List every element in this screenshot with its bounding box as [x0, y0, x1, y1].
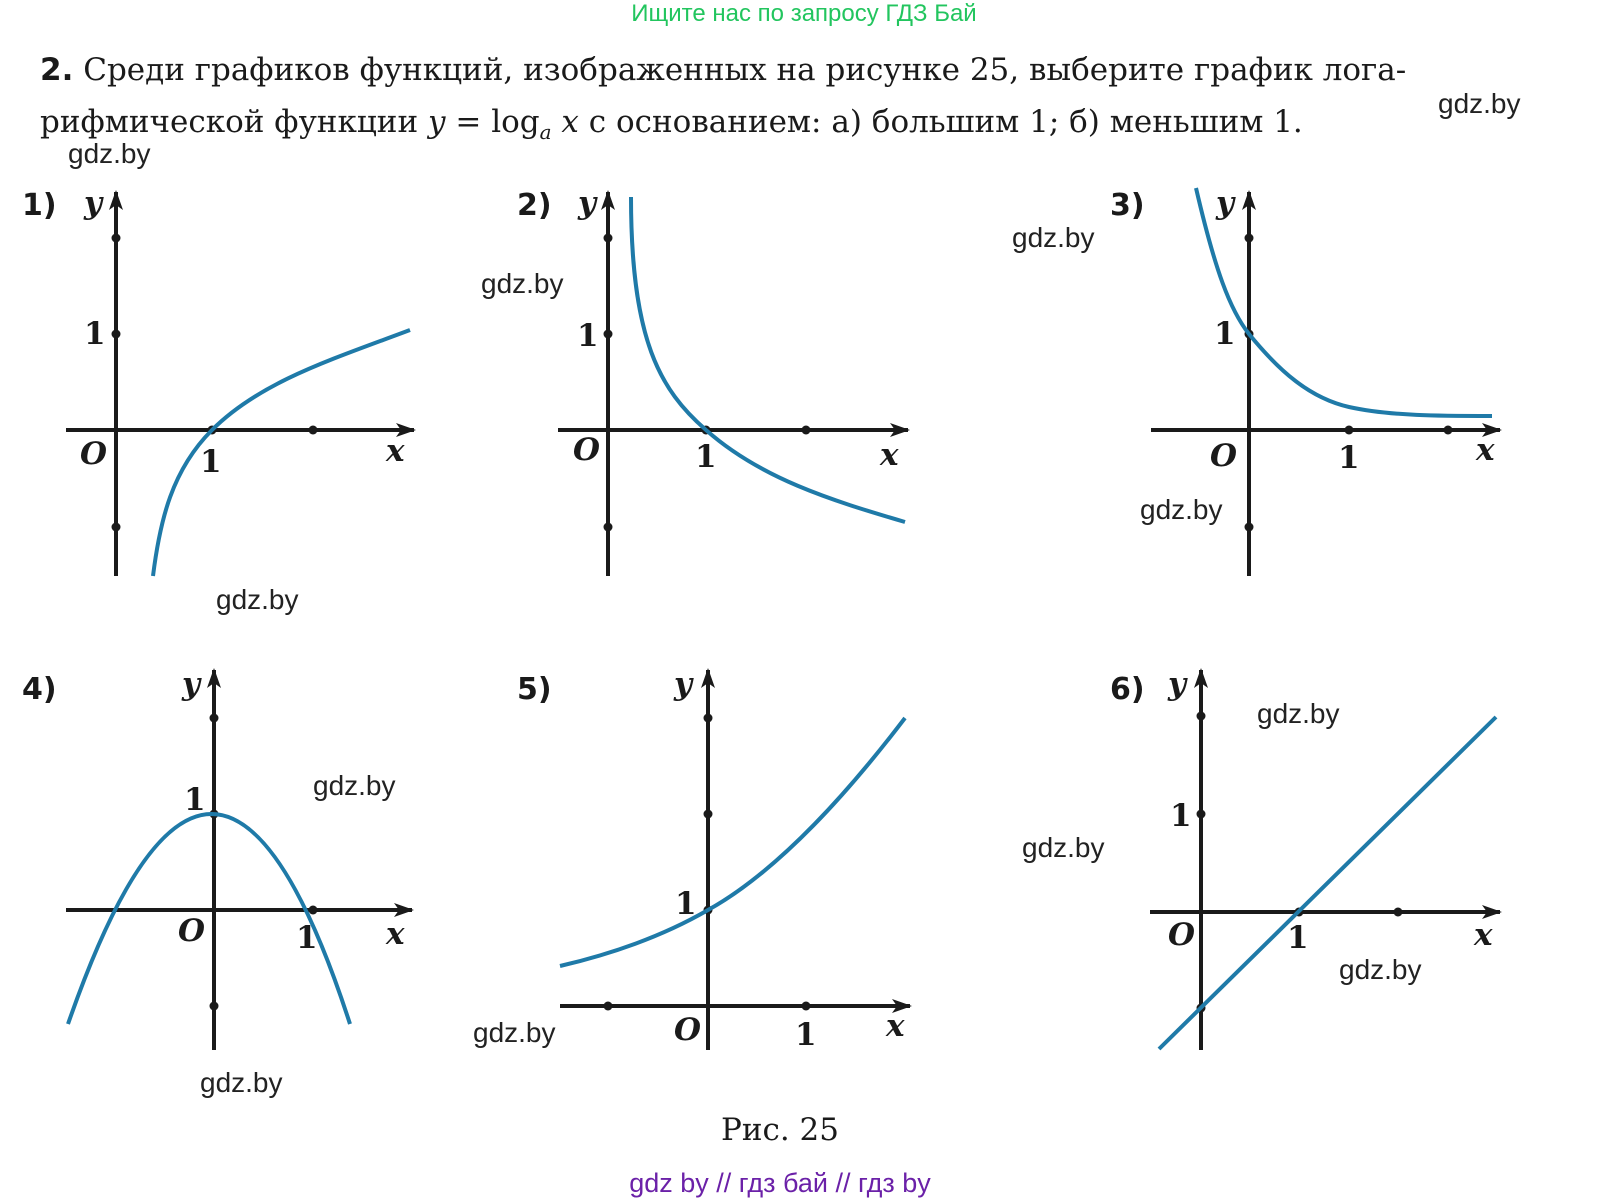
y-label: y — [83, 185, 104, 221]
figure-caption: Рис. 25 — [720, 1112, 840, 1148]
problem-line-2: рифмической функции y = loga x с основан… — [40, 96, 1600, 158]
y-label: y — [1215, 185, 1236, 221]
origin-label: O — [1210, 438, 1237, 474]
graph-4: 4) y x O 1 1 — [22, 666, 414, 1050]
x-label: x — [385, 916, 405, 952]
watermark: gdz.by — [200, 1067, 283, 1098]
tick-dot — [308, 425, 318, 435]
origin-label: O — [674, 1012, 701, 1048]
tick-dot — [1196, 711, 1206, 721]
curve — [559, 716, 907, 968]
origin-label: O — [178, 913, 205, 949]
watermark: gdz.by — [1438, 88, 1521, 119]
y-label: y — [1167, 666, 1188, 702]
graph-2: 2) y x O 1 1 — [517, 185, 910, 576]
watermark: gdz.by — [1140, 494, 1223, 525]
curve — [151, 328, 411, 577]
tick-dot — [1344, 425, 1354, 435]
graph-6: 6) y x O 1 1 — [1110, 666, 1502, 1051]
curve — [629, 196, 906, 524]
x-tick-one: 1 — [200, 444, 222, 480]
curve — [1157, 715, 1498, 1051]
top-banner[interactable]: Ищите нас по запросу ГДЗ Бай — [631, 0, 977, 27]
tick-dot — [209, 1001, 219, 1011]
origin-label: O — [573, 432, 600, 468]
tick-dot — [801, 1001, 811, 1011]
watermark: gdz.by — [481, 268, 564, 299]
formula-eq: = — [455, 104, 482, 140]
graph-label: 6) — [1110, 672, 1145, 707]
problem-line-1: 2. Среди графиков функций, изображенных … — [40, 44, 1600, 96]
x-tick-one: 1 — [1287, 920, 1309, 956]
watermark: gdz.by — [473, 1017, 556, 1048]
footer-links[interactable]: gdz by // гдз бай // гдз by — [629, 1168, 931, 1198]
tick-dot — [603, 233, 613, 243]
y-tick-one: 1 — [184, 782, 206, 818]
graph-label: 4) — [22, 672, 57, 707]
tick-dot — [603, 329, 613, 339]
y-label: y — [673, 666, 694, 702]
graph-5: 5) y x O 1 1 — [517, 666, 912, 1053]
tick-dot — [1244, 522, 1254, 532]
problem-statement: 2. Среди графиков функций, изображенных … — [40, 44, 1600, 158]
y-tick-one: 1 — [1214, 316, 1236, 352]
x-label: x — [885, 1008, 905, 1044]
watermark: gdz.by — [68, 138, 151, 169]
watermark: gdz.by — [1022, 832, 1105, 863]
watermark: gdz.by — [216, 584, 299, 615]
formula-x: x — [561, 104, 579, 140]
tick-dot — [111, 522, 121, 532]
graph-label: 1) — [22, 188, 57, 223]
tick-dot — [1443, 425, 1453, 435]
graph-label: 5) — [517, 672, 552, 707]
tick-dot — [1196, 809, 1206, 819]
tick-dot — [603, 522, 613, 532]
x-tick-one: 1 — [795, 1017, 817, 1053]
tick-dot — [111, 329, 121, 339]
origin-label: O — [1168, 917, 1195, 953]
tick-dot — [1244, 233, 1254, 243]
y-label: y — [181, 666, 202, 702]
y-tick-one: 1 — [675, 886, 697, 922]
graph-3: 3) y x O 1 1 — [1110, 185, 1502, 576]
tick-dot — [209, 713, 219, 723]
x-label: x — [1473, 917, 1493, 953]
problem-text-1: Среди графиков функций, изображенных на … — [83, 52, 1407, 88]
x-tick-one: 1 — [296, 920, 318, 956]
problem-text-3: с основанием: а) большим 1; б) меньшим 1… — [588, 104, 1303, 140]
x-tick-one: 1 — [695, 439, 717, 475]
y-tick-one: 1 — [577, 318, 599, 354]
curve — [1194, 187, 1493, 418]
tick-dot — [603, 1001, 613, 1011]
problem-text-2: рифмической функции — [40, 104, 419, 140]
y-tick-one: 1 — [84, 316, 106, 352]
tick-dot — [308, 905, 318, 915]
y-label: y — [577, 185, 598, 221]
origin-label: O — [80, 436, 107, 472]
x-label: x — [879, 437, 899, 473]
x-tick-one: 1 — [1338, 440, 1360, 476]
tick-dot — [1393, 907, 1403, 917]
formula-log: log — [491, 104, 540, 140]
tick-dot — [703, 713, 713, 723]
formula-base: a — [539, 120, 552, 145]
tick-dot — [703, 809, 713, 819]
watermark: gdz.by — [1339, 954, 1422, 985]
watermark: gdz.by — [1012, 222, 1095, 253]
formula-y: y — [427, 104, 446, 140]
problem-number: 2. — [40, 52, 74, 88]
watermark: gdz.by — [313, 770, 396, 801]
x-label: x — [385, 433, 405, 469]
graph-label: 2) — [517, 188, 552, 223]
x-label: x — [1475, 432, 1495, 468]
tick-dot — [111, 233, 121, 243]
y-tick-one: 1 — [1170, 798, 1192, 834]
curve — [66, 812, 352, 1025]
watermark: gdz.by — [1257, 698, 1340, 729]
graph-1: 1) y x O 1 1 — [22, 185, 416, 577]
graph-label: 3) — [1110, 188, 1145, 223]
tick-dot — [801, 425, 811, 435]
